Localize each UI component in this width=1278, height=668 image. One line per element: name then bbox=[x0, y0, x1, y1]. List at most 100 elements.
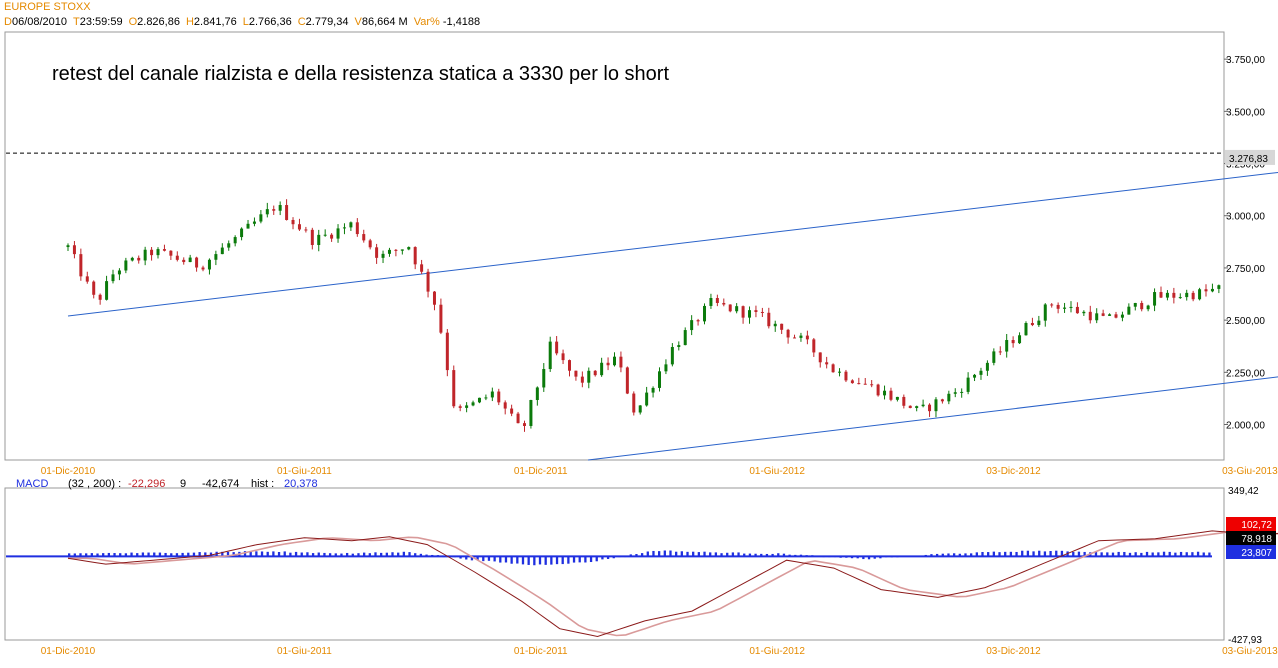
candle-body bbox=[587, 370, 591, 383]
candle-body bbox=[998, 351, 1002, 353]
hist-bar bbox=[782, 553, 786, 557]
hist-bar bbox=[351, 553, 354, 557]
hist-bar bbox=[504, 556, 508, 563]
candle-body bbox=[1127, 306, 1131, 315]
stat-key: O bbox=[128, 16, 138, 28]
candle-body bbox=[79, 254, 83, 277]
candle-body bbox=[1198, 289, 1202, 300]
x-tick-label: 01-Dic-2011 bbox=[514, 466, 568, 477]
hist-bar bbox=[1208, 552, 1211, 557]
hist-bar bbox=[1185, 552, 1188, 557]
candle-body bbox=[220, 247, 224, 255]
stat-value: 2.766,36 bbox=[248, 16, 292, 28]
candle-body bbox=[426, 271, 430, 292]
hist-bar bbox=[1151, 552, 1154, 557]
candle-body bbox=[240, 228, 244, 238]
hist-bar bbox=[572, 556, 576, 563]
y-tick-label: 2.250,00 bbox=[1226, 368, 1265, 379]
stat-value: 2.779,34 bbox=[305, 16, 349, 28]
candle-body bbox=[124, 260, 128, 271]
candle-body bbox=[876, 384, 880, 396]
macd-x-axis: 01-Dic-2010 01-Giu-2011 01-Dic-2011 01-Giu-… bbox=[41, 646, 1278, 657]
candle-body bbox=[883, 390, 887, 396]
hist-bar bbox=[1111, 552, 1115, 557]
hist-bar bbox=[737, 552, 740, 557]
candle-body bbox=[484, 397, 488, 399]
hist-bar bbox=[516, 556, 519, 564]
hist-bar bbox=[935, 553, 939, 557]
x-tick-label: 01-Dic-2011 bbox=[514, 646, 568, 657]
hist-bar bbox=[158, 552, 162, 557]
candle-body bbox=[1153, 292, 1157, 306]
candle-body bbox=[1140, 302, 1144, 310]
candle-body bbox=[368, 240, 372, 248]
hist-bar bbox=[266, 551, 269, 557]
hist-bar bbox=[964, 553, 967, 557]
candle-body bbox=[741, 306, 745, 318]
candle-body bbox=[143, 249, 147, 261]
candle-body bbox=[432, 291, 436, 305]
hist-bar bbox=[510, 556, 513, 564]
x-tick-label: 01-Giu-2011 bbox=[277, 646, 332, 657]
stat-value: 86,664 M bbox=[361, 16, 408, 28]
hist-bar bbox=[601, 556, 604, 560]
candle-body bbox=[748, 310, 752, 318]
hist-bar bbox=[975, 552, 978, 557]
macd-hist-label: hist : bbox=[251, 478, 274, 490]
candle-body bbox=[574, 370, 578, 377]
hist-bar bbox=[941, 553, 944, 557]
hist-bar bbox=[1128, 552, 1132, 557]
hist-bar bbox=[1077, 551, 1081, 557]
candle-body bbox=[291, 219, 295, 225]
hist-bar bbox=[1134, 552, 1137, 557]
candle-body bbox=[214, 254, 218, 260]
candle-body bbox=[278, 205, 282, 211]
candle-body bbox=[246, 223, 250, 229]
candle-body bbox=[780, 323, 784, 330]
candle-body bbox=[227, 243, 231, 248]
candle-body bbox=[162, 249, 166, 251]
candle-body bbox=[1005, 340, 1009, 352]
candle-body bbox=[317, 234, 321, 245]
hist-bar bbox=[765, 553, 769, 557]
candle-body bbox=[1146, 305, 1150, 310]
stat-value: 2.826,86 bbox=[137, 16, 180, 28]
candle-body bbox=[658, 371, 662, 388]
candle-body bbox=[413, 247, 417, 265]
candle-body bbox=[400, 249, 404, 251]
hist-bar bbox=[777, 553, 780, 557]
hist-bar bbox=[340, 553, 343, 557]
hist-bar bbox=[255, 551, 258, 557]
candle-body bbox=[612, 356, 616, 366]
stat-key: T bbox=[73, 16, 80, 28]
candle-body bbox=[1082, 311, 1086, 314]
candle-body bbox=[1120, 314, 1124, 318]
x-tick-label: 01-Dic-2010 bbox=[41, 466, 96, 477]
hist-bar bbox=[470, 556, 474, 561]
candle-body bbox=[1204, 289, 1208, 292]
hist-bar bbox=[589, 556, 593, 563]
candle-body bbox=[471, 402, 475, 406]
hist-bar bbox=[272, 551, 275, 557]
hist-bar bbox=[107, 552, 111, 557]
hist-bar bbox=[748, 553, 752, 557]
candle-body bbox=[683, 330, 687, 346]
candle-body bbox=[1018, 335, 1022, 344]
hist-bar bbox=[1179, 551, 1183, 557]
candle-body bbox=[1172, 292, 1176, 298]
hist-bar bbox=[141, 552, 145, 557]
candle-body bbox=[503, 402, 507, 409]
candle-body bbox=[805, 335, 809, 340]
stat-h: H2.841,76 bbox=[186, 16, 237, 28]
candle-body bbox=[272, 209, 276, 211]
candle-body bbox=[1210, 288, 1214, 292]
candle-body bbox=[1185, 292, 1189, 298]
candle-body bbox=[600, 362, 604, 376]
candle-body bbox=[548, 341, 552, 370]
x-tick-label: 01-Giu-2012 bbox=[749, 646, 805, 657]
candle-body bbox=[1075, 306, 1079, 314]
hist-bar bbox=[1123, 551, 1126, 557]
candle-body bbox=[1165, 292, 1169, 298]
hist-bar bbox=[958, 553, 961, 557]
